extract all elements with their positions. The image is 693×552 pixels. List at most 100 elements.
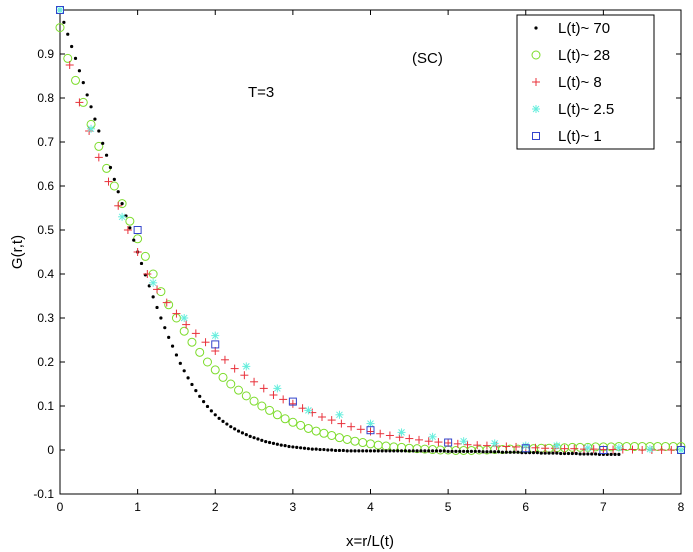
legend-label-1: L(t)~ 70	[558, 20, 610, 37]
data-point	[442, 449, 446, 453]
data-point	[337, 419, 346, 428]
data-point	[458, 449, 462, 453]
data-point	[574, 451, 578, 456]
data-point	[473, 441, 482, 450]
data-point	[202, 357, 212, 367]
y-tick-label: 0.2	[37, 355, 54, 369]
data-point	[462, 449, 466, 453]
data-point	[405, 434, 414, 443]
data-point	[172, 309, 181, 318]
data-point	[403, 449, 408, 453]
data-point	[590, 452, 594, 456]
data-point	[560, 444, 569, 453]
x-tick-label: 8	[678, 500, 685, 514]
data-point	[356, 425, 365, 434]
data-point	[288, 399, 297, 408]
y-tick-label: 0.5	[37, 223, 54, 237]
data-point	[217, 416, 221, 420]
data-point	[202, 400, 206, 404]
data-point	[252, 436, 256, 440]
data-point	[496, 450, 501, 454]
data-point	[583, 443, 592, 452]
data-point	[70, 44, 74, 49]
data-point	[139, 261, 144, 266]
data-point	[283, 444, 287, 448]
data-point	[482, 441, 491, 450]
data-point	[133, 248, 142, 256]
data-point	[306, 447, 310, 451]
data-point	[399, 449, 404, 453]
data-point	[434, 449, 439, 453]
data-point	[151, 295, 155, 299]
axis-ticks: 0 1 2 3 4 5 6 7 8-0.100.10.20.30.40.50.60.70.80.…	[33, 10, 685, 514]
data-point	[211, 331, 220, 340]
data-point	[322, 447, 326, 452]
data-point	[66, 32, 70, 36]
data-point	[431, 449, 435, 453]
data-point	[77, 69, 82, 73]
data-point	[380, 449, 384, 453]
data-point	[190, 382, 194, 387]
data-point	[317, 413, 326, 421]
data-point	[56, 6, 64, 14]
legend-markers	[531, 26, 541, 140]
y-tick-label: 0.8	[37, 91, 54, 105]
data-point	[531, 451, 536, 455]
data-point	[376, 429, 385, 438]
data-point	[481, 450, 485, 454]
data-point	[366, 426, 375, 435]
data-point	[473, 449, 477, 453]
data-point	[71, 75, 81, 85]
x-tick-label: 3	[290, 500, 297, 514]
y-tick-label: 0.6	[37, 179, 54, 193]
data-point	[205, 404, 210, 409]
data-point	[609, 452, 613, 456]
data-point	[259, 384, 268, 393]
data-point	[566, 451, 571, 456]
x-tick-label: 4	[367, 500, 374, 514]
data-point	[327, 416, 336, 425]
x-tick-label: 5	[445, 500, 452, 514]
data-point	[384, 449, 388, 453]
data-point	[489, 450, 493, 454]
data-point	[275, 442, 279, 446]
y-tick-label: 0.4	[37, 267, 54, 281]
data-point	[582, 452, 586, 456]
data-point	[167, 335, 171, 339]
data-point	[578, 452, 582, 456]
data-point	[201, 338, 210, 347]
data-point	[589, 445, 598, 454]
data-point	[93, 117, 97, 121]
data-point	[114, 201, 123, 210]
x-tick-label: 2	[212, 500, 219, 514]
data-point	[112, 177, 116, 181]
data-point	[267, 440, 272, 445]
data-point	[314, 447, 318, 451]
y-tick-label: -0.1	[33, 487, 54, 501]
data-point	[240, 371, 249, 380]
data-point	[273, 384, 282, 393]
x-axis-label: x=r/L(t)	[346, 533, 394, 550]
data-point	[220, 355, 229, 364]
data-point	[191, 329, 200, 338]
data-point	[248, 434, 252, 438]
data-point	[459, 437, 468, 446]
data-point	[186, 376, 190, 380]
data-point	[155, 305, 159, 310]
y-tick-label: 0	[47, 443, 54, 457]
series-1	[58, 8, 621, 456]
data-point	[65, 61, 74, 69]
data-point	[667, 446, 676, 454]
data-point	[392, 449, 396, 453]
data-point	[365, 449, 369, 453]
data-point	[75, 98, 84, 107]
data-point	[147, 284, 151, 288]
data-point	[195, 347, 205, 357]
data-point	[349, 449, 353, 453]
data-point	[594, 452, 598, 456]
data-point	[63, 53, 73, 63]
data-point	[240, 431, 245, 435]
data-point	[125, 216, 135, 226]
data-point	[210, 365, 220, 375]
data-point	[330, 448, 334, 452]
